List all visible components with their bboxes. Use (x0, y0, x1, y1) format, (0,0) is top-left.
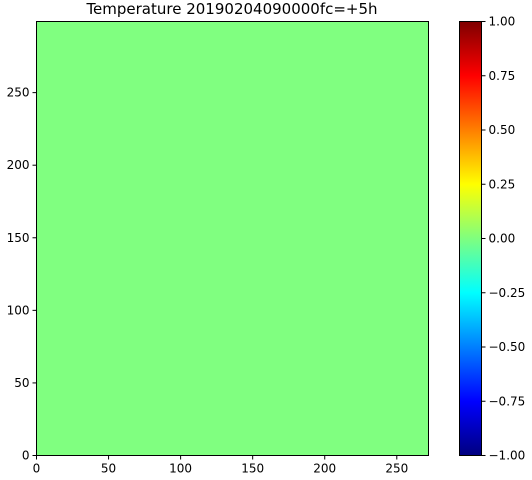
x-tick-label: 150 (241, 462, 264, 476)
x-tick-label: 0 (33, 462, 41, 476)
colorbar-tick-label: 1.00 (489, 15, 516, 29)
colorbar-tick-label: 0.25 (489, 177, 516, 191)
x-tick-label: 50 (101, 462, 116, 476)
x-tick-label: 100 (169, 462, 192, 476)
y-tick-label: 150 (7, 231, 30, 245)
colorbar-tick-label: 0.00 (489, 232, 516, 246)
colorbar-tick-label: −0.75 (489, 394, 526, 408)
colorbar: 1.00 0.75 0.50 0.25 0.00 −0.25 −0.50 −0.75 −1.00 (459, 15, 526, 463)
y-tick-label: 50 (14, 376, 29, 390)
y-tick-label: 200 (7, 158, 30, 172)
x-tick-label: 250 (385, 462, 408, 476)
y-tick-label: 0 (22, 449, 30, 463)
y-axis: 0 50 100 150 200 250 (7, 86, 37, 463)
colorbar-tick-label: −1.00 (489, 449, 526, 463)
colorbar-axis: 1.00 0.75 0.50 0.25 0.00 −0.25 −0.50 −0.75 −1.00 (481, 15, 526, 463)
chart-title: Temperature 20190204090000fc=+5h (85, 0, 377, 18)
x-tick-label: 200 (313, 462, 336, 476)
heatmap-field (36, 21, 429, 456)
colorbar-tick-label: 0.75 (489, 69, 516, 83)
colorbar-tick-label: −0.50 (489, 340, 526, 354)
colorbar-tick-label: 0.50 (489, 123, 516, 137)
plot-area (36, 21, 429, 456)
y-tick-label: 100 (7, 303, 30, 317)
plot-frame (36, 21, 429, 456)
y-tick-label: 250 (7, 86, 30, 100)
colorbar-gradient (459, 21, 482, 456)
x-axis: 0 50 100 150 200 250 (33, 455, 408, 476)
colorbar-tick-label: −0.25 (489, 286, 526, 300)
